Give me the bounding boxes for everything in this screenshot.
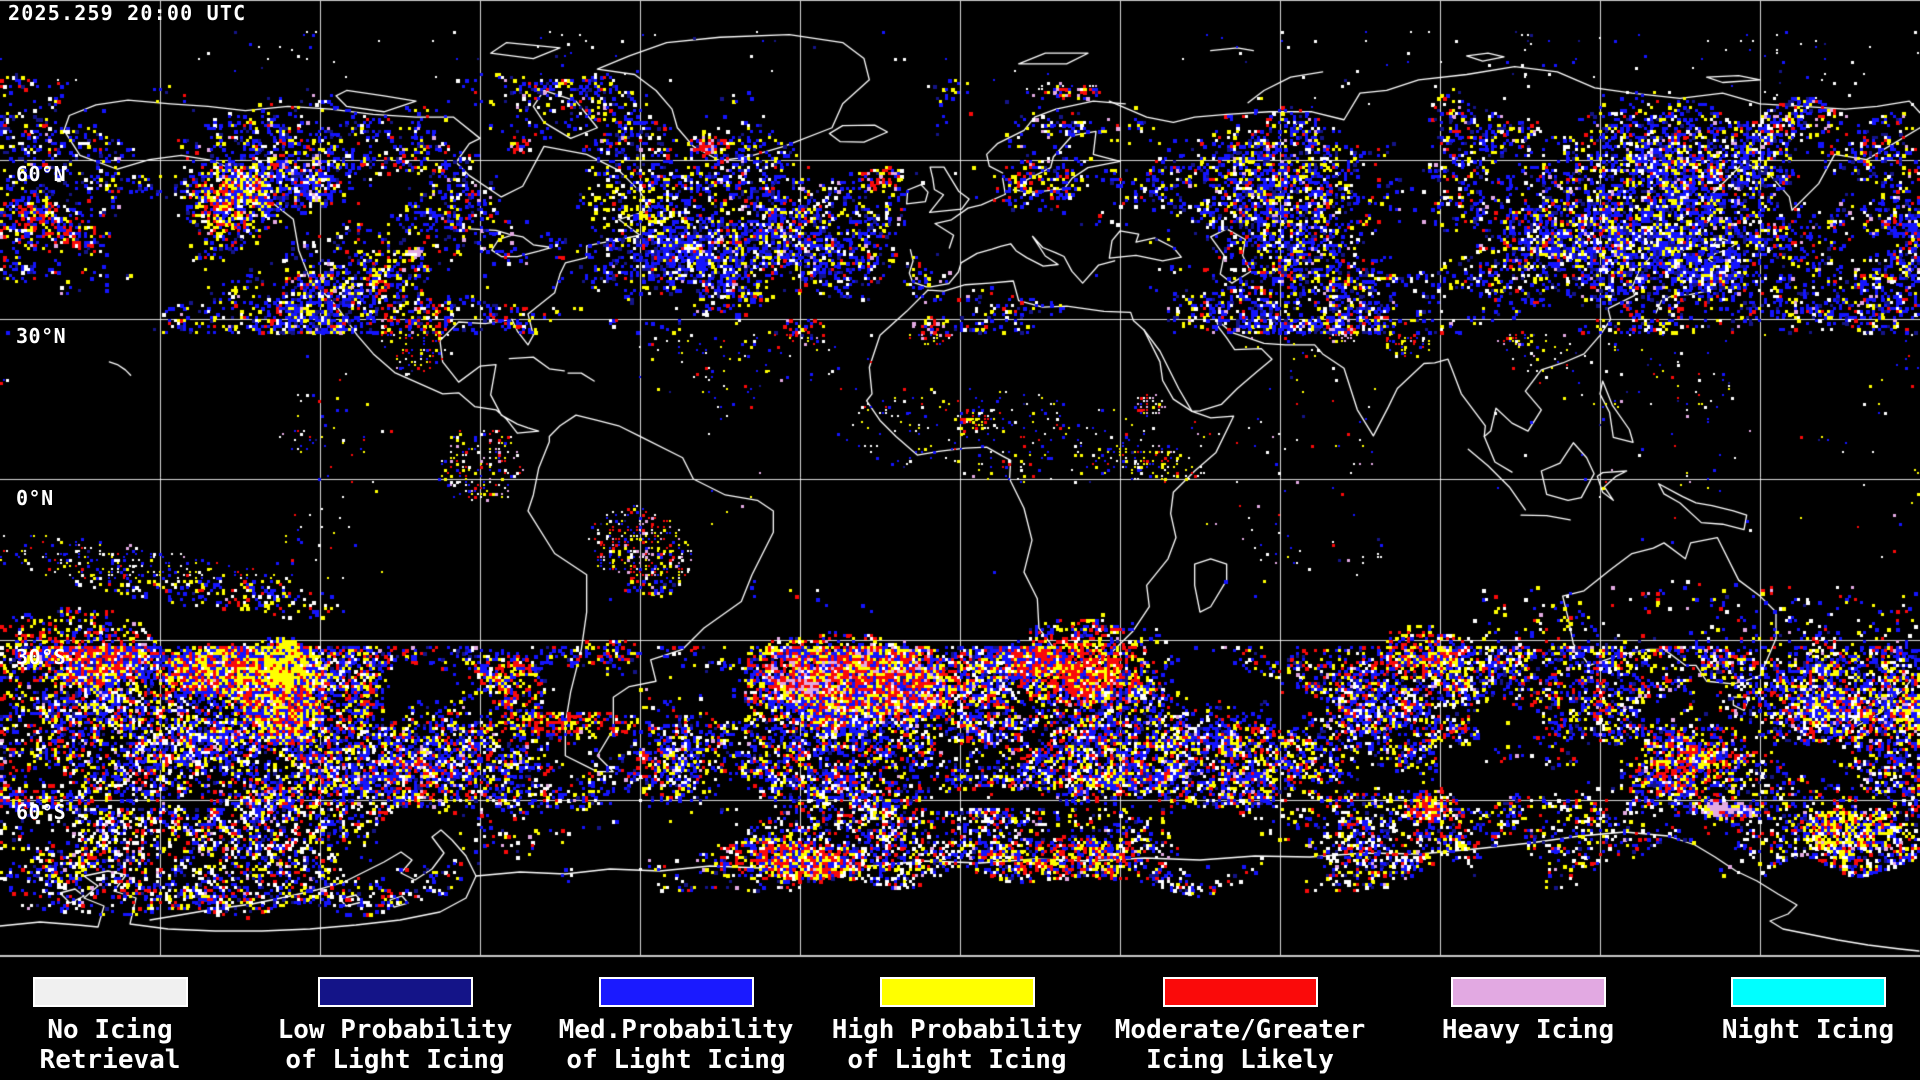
legend-label: Icing Likely — [1146, 1045, 1334, 1075]
legend-label: Med.Probability — [558, 1015, 794, 1045]
legend-swatch-med-prob — [598, 977, 754, 1007]
legend-label: Heavy Icing — [1441, 1015, 1615, 1045]
legend-label: Retrieval — [39, 1045, 181, 1075]
legend-item-high-prob: High Probability of Light Icing — [807, 977, 1107, 1075]
lat-label-60s: 60°S — [16, 800, 67, 824]
legend-label: Low Probability — [277, 1015, 513, 1045]
lat-label-60n: 60°N — [16, 162, 67, 186]
legend-label: No Icing — [47, 1015, 173, 1045]
legend-item-low-prob: Low Probability of Light Icing — [245, 977, 545, 1075]
legend-label: of Light Icing — [566, 1045, 786, 1075]
legend-item-heavy: Heavy Icing — [1378, 977, 1678, 1045]
legend-item-moderate: Moderate/Greater Icing Likely — [1090, 977, 1390, 1075]
legend-label: of Light Icing — [847, 1045, 1067, 1075]
lat-label-30s: 30°S — [16, 645, 67, 669]
legend-swatch-no-icing — [32, 977, 188, 1007]
legend-item-no-icing: No Icing Retrieval — [0, 977, 260, 1075]
global-icing-map — [0, 0, 1920, 958]
lat-label-30n: 30°N — [16, 324, 67, 348]
legend-swatch-heavy — [1450, 977, 1606, 1007]
legend-item-night: Night Icing — [1658, 977, 1920, 1045]
lat-label-0n: 0°N — [16, 486, 54, 510]
legend-label: High Probability — [831, 1015, 1083, 1045]
legend-label: of Light Icing — [285, 1045, 505, 1075]
legend-swatch-high-prob — [879, 977, 1035, 1007]
legend-swatch-moderate — [1162, 977, 1318, 1007]
legend-label: Moderate/Greater — [1114, 1015, 1366, 1045]
timestamp-label: 2025.259 20:00 UTC — [8, 1, 247, 25]
legend-item-med-prob: Med.Probability of Light Icing — [526, 977, 826, 1075]
legend-swatch-night — [1730, 977, 1886, 1007]
legend-label: Night Icing — [1721, 1015, 1895, 1045]
legend-swatch-low-prob — [317, 977, 473, 1007]
